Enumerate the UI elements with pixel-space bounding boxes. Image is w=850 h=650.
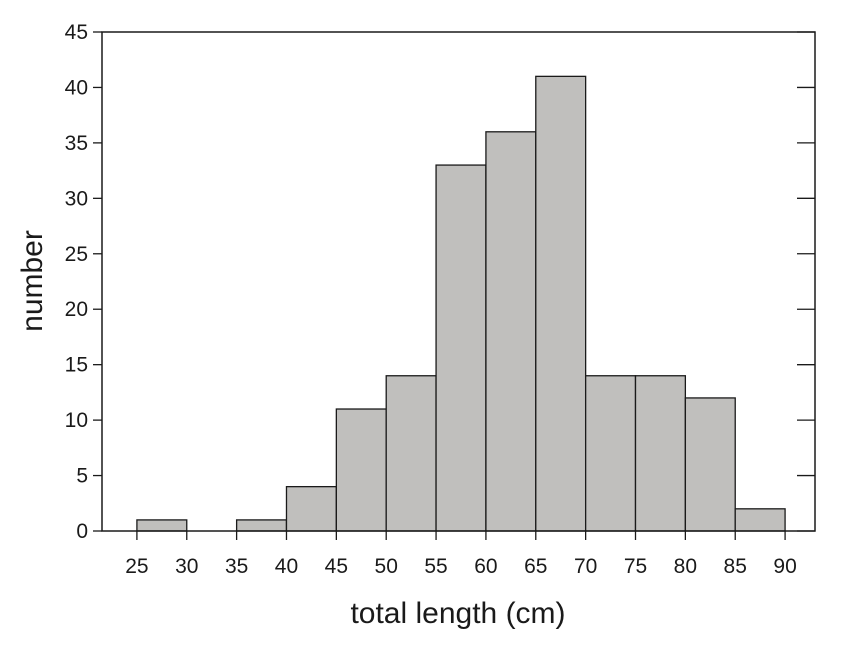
bar-25-30	[136, 519, 188, 532]
x-tick-label-50: 50	[375, 555, 398, 578]
bar-60-65	[485, 131, 537, 532]
x-axis: 25 30 35 40 45 50 55 60 65 70 75 80 85 90	[125, 531, 797, 578]
y-tick-label-35: 35	[65, 132, 88, 155]
bar-80-85	[684, 397, 736, 532]
plot-frame	[101, 31, 816, 532]
x-tick-label-45: 45	[325, 555, 348, 578]
x-tick-label-60: 60	[474, 555, 497, 578]
bar-45-50	[335, 408, 387, 532]
x-tick-label-30: 30	[175, 555, 198, 578]
bar-50-55	[385, 375, 437, 532]
bars-group	[136, 75, 786, 532]
bar-55-60	[435, 164, 487, 532]
x-tick-label-75: 75	[624, 555, 647, 578]
bar-65-70	[535, 75, 587, 532]
y-tick-label-0: 0	[76, 520, 88, 543]
x-tick-label-40: 40	[275, 555, 298, 578]
x-tick-label-25: 25	[125, 555, 148, 578]
x-tick-label-80: 80	[674, 555, 697, 578]
bar-70-75	[584, 375, 637, 532]
x-tick-label-55: 55	[424, 555, 447, 578]
y-tick-label-25: 25	[65, 243, 88, 266]
bar-75-80	[634, 375, 687, 532]
bar-35-40	[235, 519, 288, 532]
x-tick-label-35: 35	[225, 555, 248, 578]
bar-40-45	[285, 485, 337, 532]
y-axis: 0 5 10 15 20 25 30 35 40 45	[65, 21, 815, 543]
y-tick-label-40: 40	[65, 76, 88, 99]
x-tick-label-70: 70	[574, 555, 597, 578]
x-tick-label-65: 65	[524, 555, 547, 578]
x-tick-label-90: 90	[773, 555, 796, 578]
y-tick-label-10: 10	[65, 409, 88, 432]
y-tick-label-5: 5	[76, 465, 88, 488]
y-tick-label-20: 20	[65, 298, 88, 321]
x-axis-title: total length (cm)	[350, 597, 565, 630]
y-tick-label-45: 45	[65, 21, 88, 44]
bar-85-90	[734, 508, 786, 532]
y-tick-label-15: 15	[65, 354, 88, 377]
y-axis-title: number	[16, 230, 49, 332]
x-tick-label-85: 85	[724, 555, 747, 578]
y-tick-label-30: 30	[65, 187, 88, 210]
